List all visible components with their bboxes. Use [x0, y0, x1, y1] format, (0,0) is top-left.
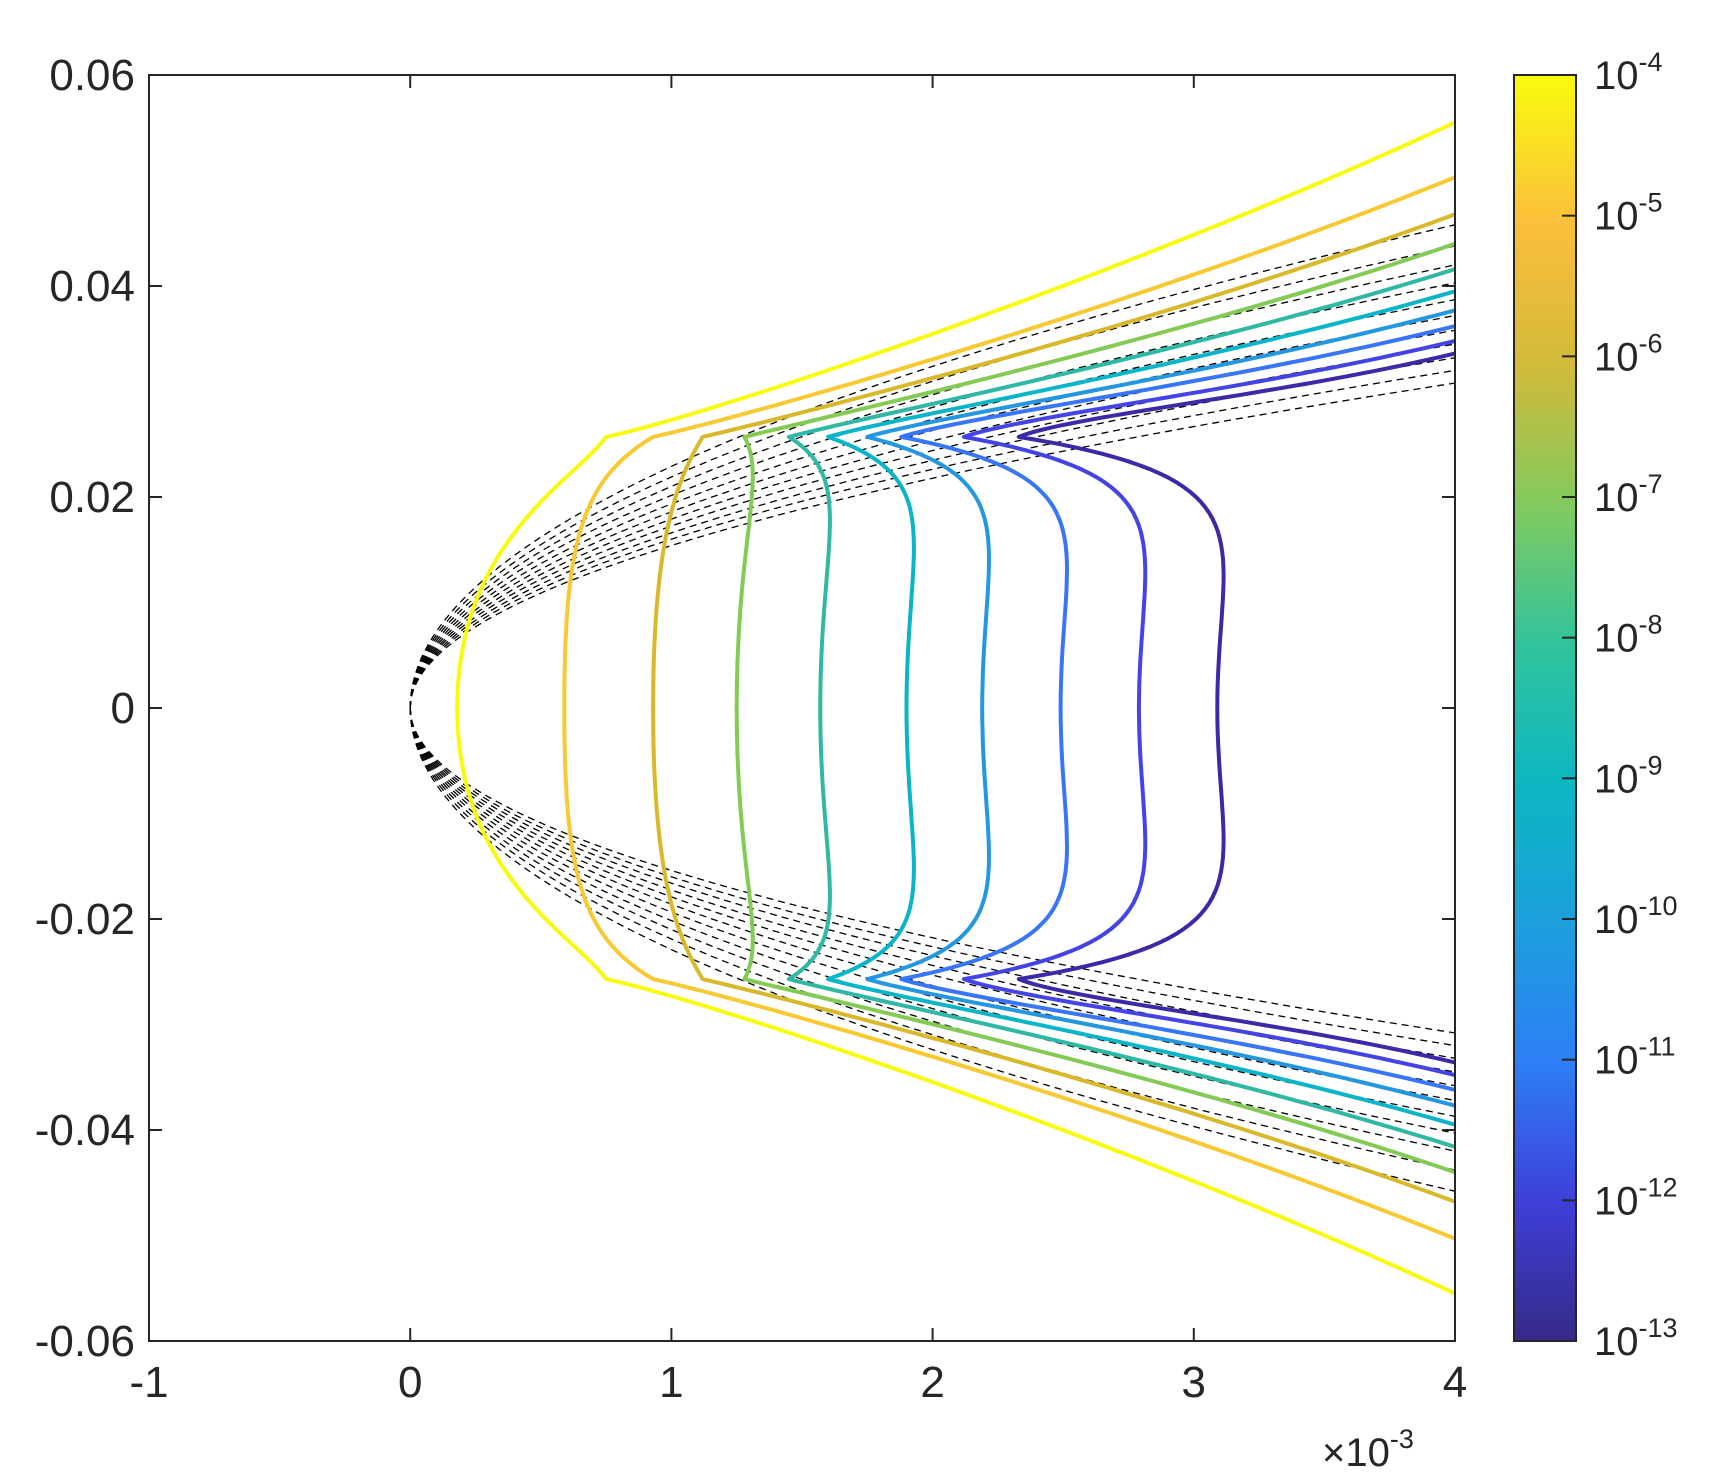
- x-axis-ticks: -1 0 1 2 3 4: [129, 75, 1467, 1407]
- x-tick-label: -1: [129, 1358, 168, 1407]
- dashed-streamline: [409, 299, 1455, 709]
- x-multiplier: ×10-3: [1322, 1424, 1414, 1475]
- colorbar-tick-base: 10: [1594, 1179, 1639, 1223]
- x-multiplier-base: ×10: [1322, 1431, 1390, 1475]
- colorbar-tick-label: 10-6: [1594, 328, 1663, 379]
- colorbar-tick-exponent: -4: [1639, 47, 1663, 77]
- colorbar-tick-label: 10-9: [1594, 750, 1663, 801]
- colorbar-tick-exponent: -8: [1639, 610, 1663, 640]
- contour-line: [562, 175, 1455, 1241]
- x-tick-label: 4: [1443, 1358, 1467, 1407]
- x-tick-label: 3: [1182, 1358, 1206, 1407]
- colorbar: [1513, 74, 1577, 1342]
- colorbar-tick-base: 10: [1594, 757, 1639, 801]
- colorbar-tick-base: 10: [1594, 195, 1639, 239]
- colorbar-tick-exponent: -13: [1639, 1313, 1678, 1343]
- colorbar-tick-label: 10-7: [1594, 469, 1663, 520]
- x-tick-label: 2: [920, 1358, 944, 1407]
- colorbar-tick-base: 10: [1594, 898, 1639, 942]
- dashed-streamline: [409, 224, 1455, 709]
- y-tick-label: 0.04: [49, 262, 135, 311]
- y-tick-label: 0.02: [49, 473, 135, 522]
- dashed-streamline: [409, 707, 1455, 1134]
- x-tick-label: 1: [659, 1358, 683, 1407]
- contour-line: [961, 338, 1455, 1078]
- colorbar-tick-base: 10: [1594, 476, 1639, 520]
- y-tick-label: -0.02: [35, 895, 135, 944]
- dashed-streamline: [409, 707, 1455, 1047]
- colorbar-tick-exponent: -12: [1639, 1172, 1678, 1202]
- contour-line: [899, 324, 1455, 1092]
- colorbar-tick-exponent: -9: [1639, 750, 1663, 780]
- colorbar-tick-base: 10: [1594, 617, 1639, 661]
- contour-line: [734, 241, 1455, 1175]
- axes-background: [149, 75, 1455, 1341]
- colorbar-tick-exponent: -10: [1639, 891, 1678, 921]
- dashed-streamline: [409, 369, 1455, 709]
- contour-line: [786, 267, 1455, 1149]
- contour-line: [455, 120, 1455, 1296]
- y-tick-label: 0: [111, 684, 135, 733]
- colorbar-tick-base: 10: [1594, 1039, 1639, 1083]
- colorbar-tick-exponent: -5: [1639, 188, 1663, 218]
- colorbar-tick-base: 10: [1594, 1320, 1639, 1364]
- colorbar-tick-exponent: -7: [1639, 469, 1663, 499]
- svg-text:×10-3: ×10-3: [1322, 1424, 1414, 1475]
- colorbar-tick-base: 10: [1594, 335, 1639, 379]
- y-tick-label: 0.06: [49, 51, 135, 100]
- colorbar-ticks: 10-410-510-610-710-810-910-1010-1110-121…: [1562, 47, 1678, 1364]
- y-tick-label: -0.04: [35, 1106, 135, 1155]
- contour-line: [826, 289, 1455, 1127]
- contour-line: [651, 212, 1455, 1204]
- contour-line: [1016, 351, 1455, 1065]
- dashed-streamline: [409, 707, 1455, 1192]
- colorbar-tick-exponent: -6: [1639, 328, 1663, 358]
- colorbar-tick-label: 10-11: [1594, 1032, 1676, 1083]
- colorbar-tick-label: 10-4: [1594, 47, 1663, 98]
- colorbar-tick-base: 10: [1594, 54, 1639, 98]
- dashed-streamline: [409, 282, 1455, 709]
- dashed-streamline: [409, 707, 1455, 1117]
- contour-line: [865, 308, 1455, 1108]
- colorbar-tick-label: 10-8: [1594, 610, 1663, 661]
- colorbar-tick-label: 10-13: [1594, 1313, 1678, 1364]
- contour-lines: [455, 120, 1455, 1296]
- y-tick-label: -0.06: [35, 1317, 135, 1366]
- x-multiplier-exponent: -3: [1390, 1424, 1414, 1454]
- dashed-streamline: [409, 707, 1455, 1034]
- colorbar-tick-label: 10-10: [1594, 891, 1678, 942]
- colorbar-tick-label: 10-12: [1594, 1172, 1678, 1223]
- x-tick-label: 0: [398, 1358, 422, 1407]
- colorbar-tick-label: 10-5: [1594, 188, 1663, 239]
- y-axis-ticks: 0.06 0.04 0.02 0 -0.02 -0.04 -0.06: [35, 51, 1455, 1366]
- colorbar-tick-exponent: -11: [1639, 1032, 1676, 1062]
- dashed-streamline: [409, 382, 1455, 709]
